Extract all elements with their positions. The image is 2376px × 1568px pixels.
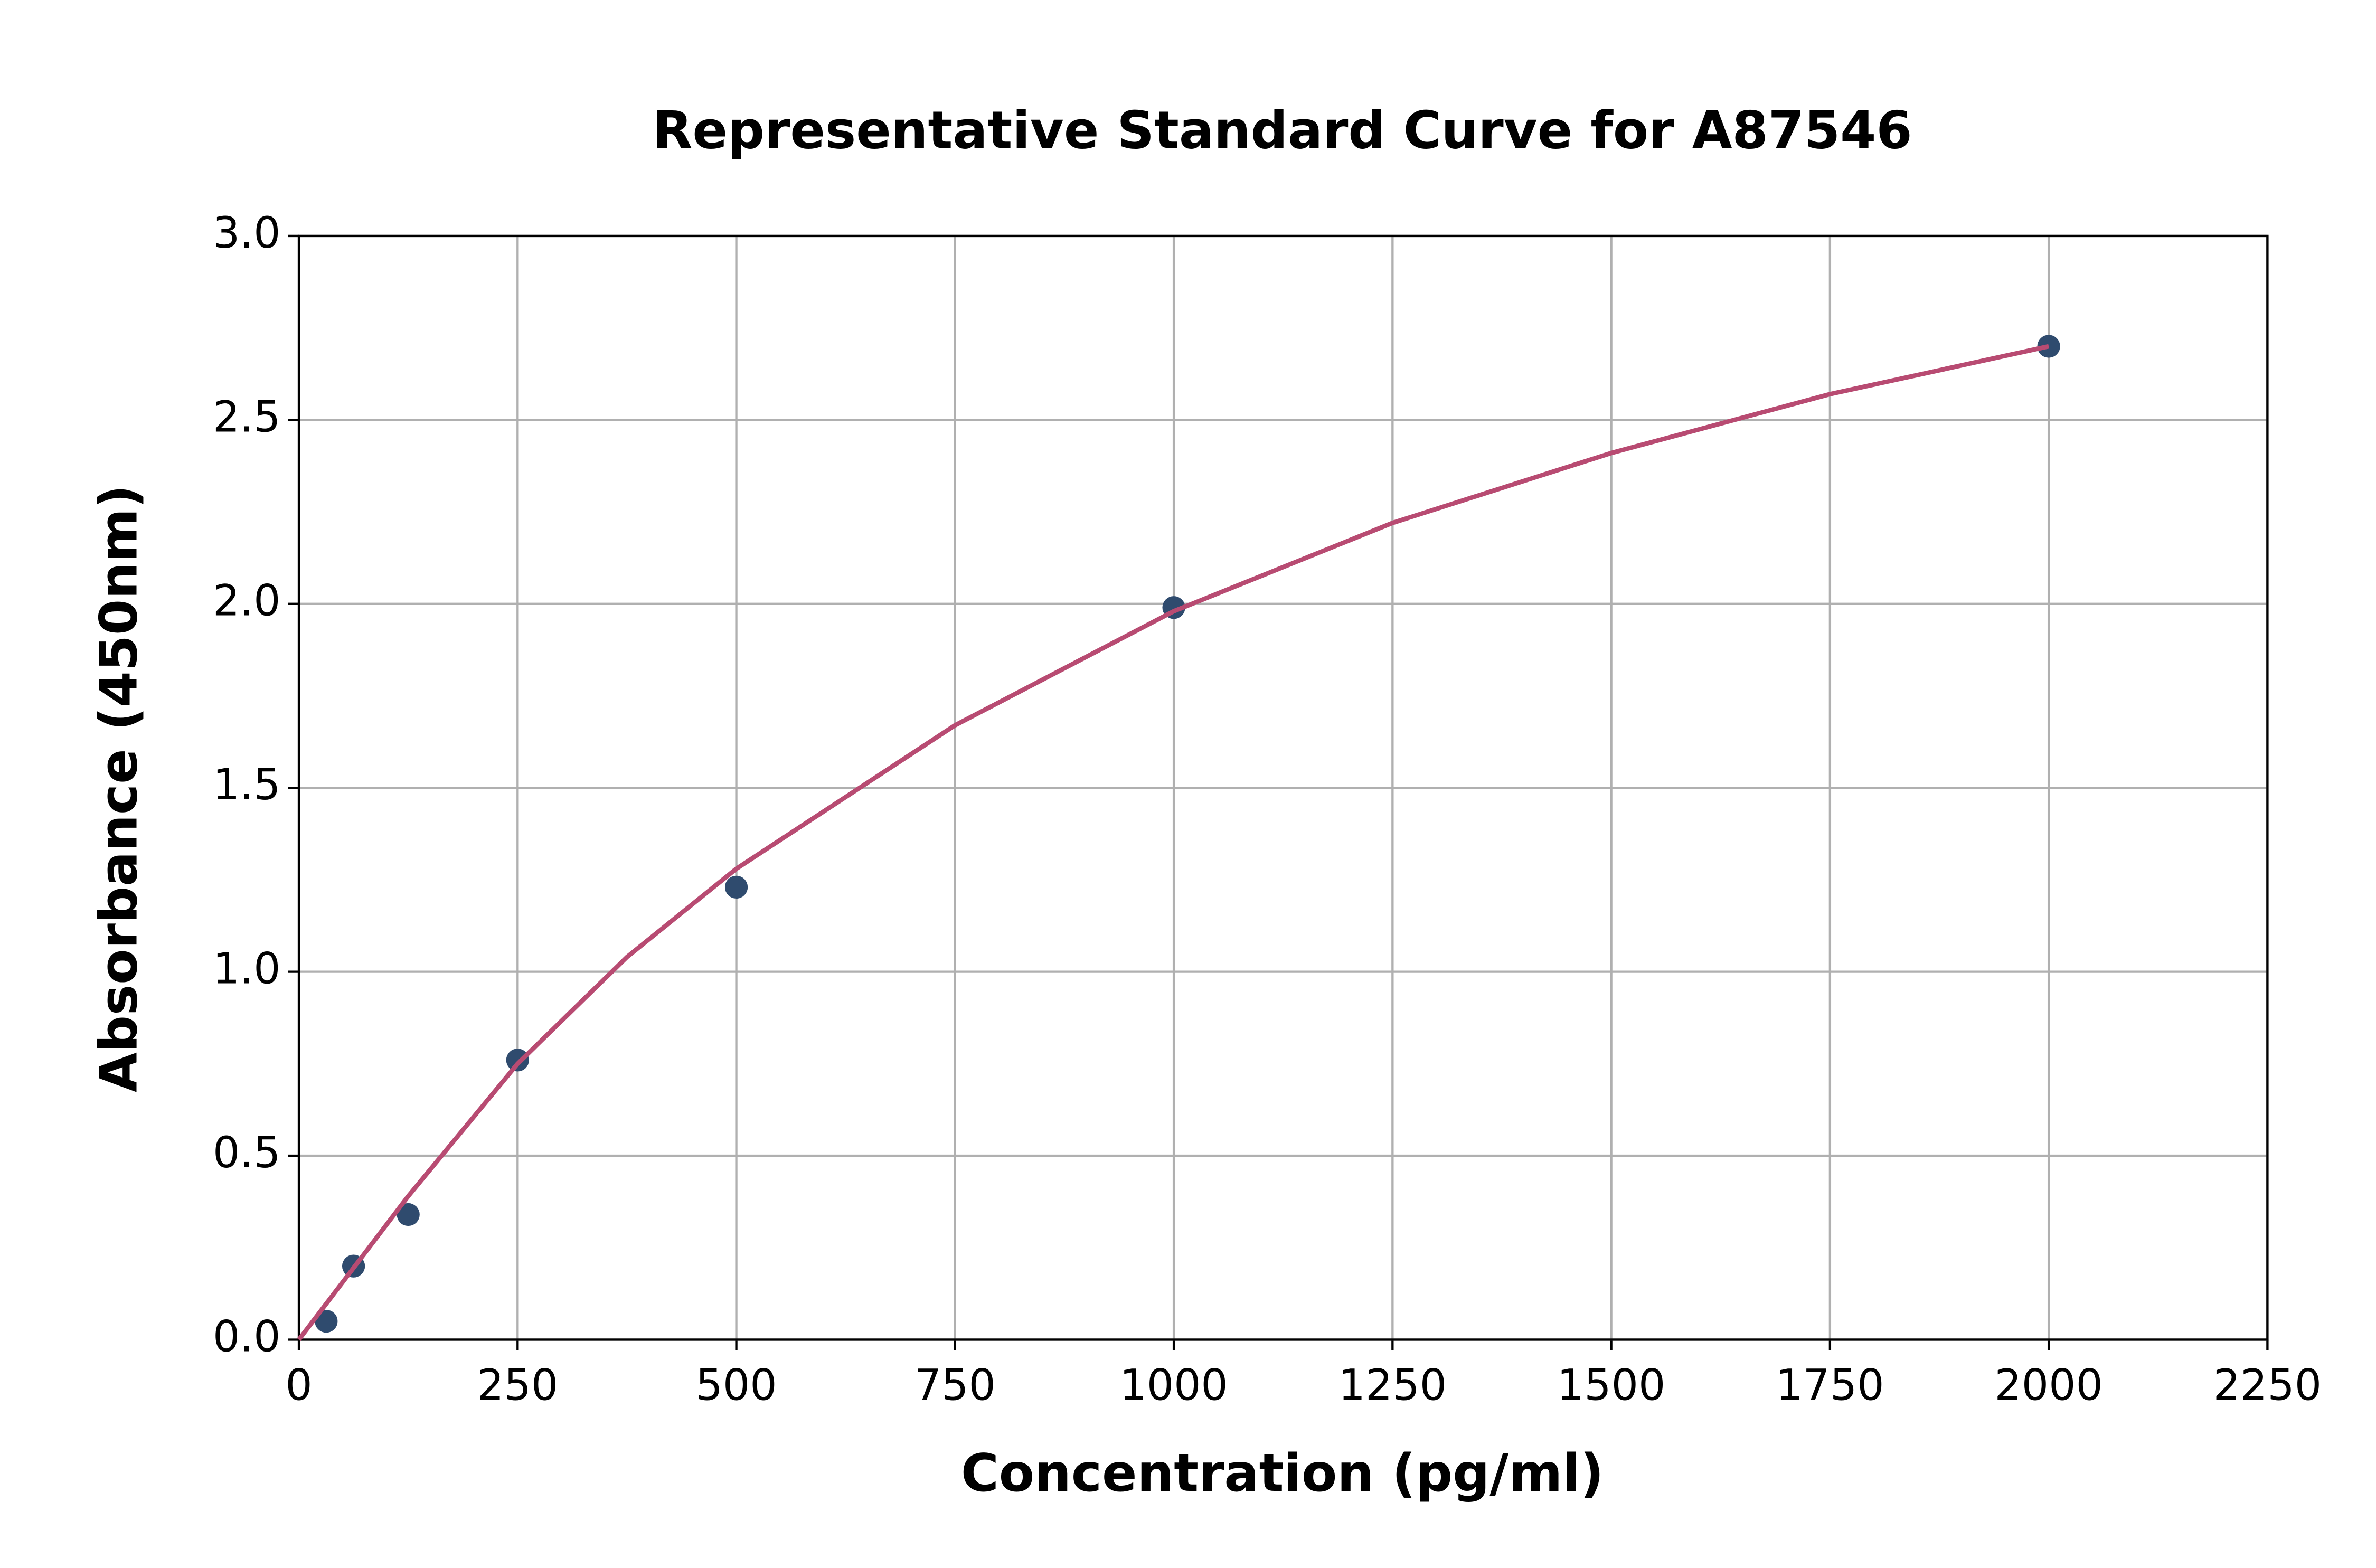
y-tick-label: 1.5 xyxy=(213,760,280,810)
y-tick-label: 2.0 xyxy=(213,577,280,626)
chart-title: Representative Standard Curve for A87546 xyxy=(653,101,1912,161)
y-tick-label: 0.0 xyxy=(213,1312,280,1362)
fit-curve xyxy=(297,344,2050,1342)
x-tick-label: 0 xyxy=(285,1361,312,1411)
y-tick-label: 0.5 xyxy=(213,1128,280,1178)
x-tick-label: 2250 xyxy=(2213,1361,2322,1411)
plot-frame xyxy=(297,234,2269,1341)
x-tick-label: 1000 xyxy=(1119,1361,1228,1411)
data-point xyxy=(397,1203,420,1226)
x-tick-label: 250 xyxy=(477,1361,558,1411)
x-axis-label: Concentration (pg/ml) xyxy=(961,1443,1604,1504)
x-tick-label: 1750 xyxy=(1776,1361,1884,1411)
x-tick-label: 750 xyxy=(914,1361,996,1411)
data-point xyxy=(315,1310,338,1333)
x-tick-label: 2000 xyxy=(1994,1361,2102,1411)
y-tick-label: 3.0 xyxy=(213,209,280,258)
y-axis-label: Absorbance (450nm) xyxy=(89,485,149,1092)
x-tick-label: 1500 xyxy=(1557,1361,1665,1411)
y-tick-label: 1.0 xyxy=(213,944,280,994)
y-tick-label: 2.5 xyxy=(213,392,280,442)
x-tick-label: 500 xyxy=(696,1361,777,1411)
data-point xyxy=(506,1049,529,1072)
data-point xyxy=(724,875,748,899)
data-point xyxy=(2037,335,2060,358)
x-tick-label: 1250 xyxy=(1338,1361,1447,1411)
